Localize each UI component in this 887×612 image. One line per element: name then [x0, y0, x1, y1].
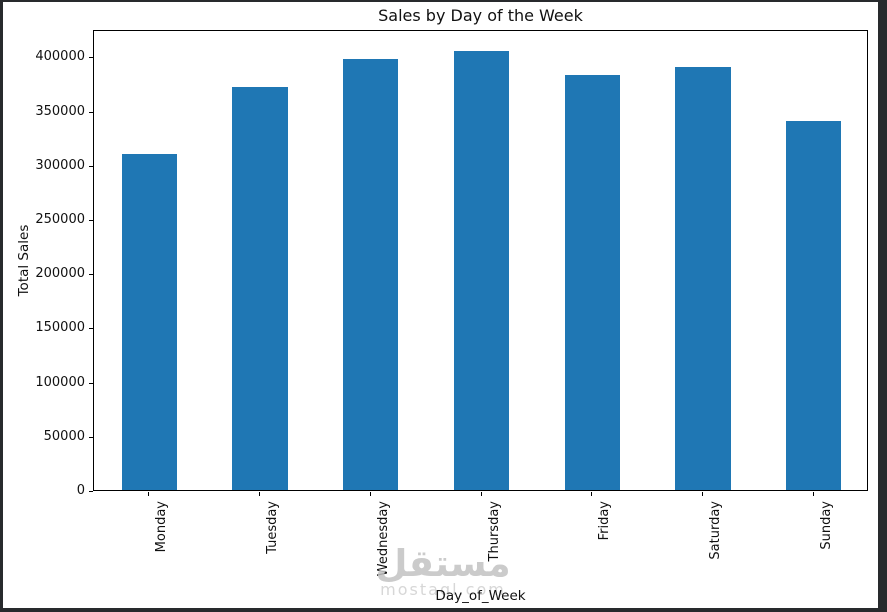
y-tick-label: 150000: [35, 320, 85, 336]
x-tick-mark: [369, 492, 371, 496]
figure-canvas: Sales by Day of the Week Total Sales 0 50…: [3, 2, 878, 608]
y-tick-label: 50000: [43, 428, 85, 444]
y-tick-label: 100000: [35, 374, 85, 390]
x-tick-mark: [812, 492, 814, 496]
bar-thursday: [453, 50, 510, 490]
y-tick-mark: [89, 491, 93, 492]
watermark-arabic-logo: مستقل: [375, 542, 511, 585]
y-axis-label: Total Sales: [16, 224, 32, 297]
bar-wednesday: [343, 59, 399, 490]
bar-tuesday: [232, 86, 288, 490]
y-tick-mark: [89, 436, 93, 438]
chart-title: Sales by Day of the Week: [378, 6, 583, 25]
plot-area: [93, 30, 868, 491]
y-tick-label: 0: [76, 483, 85, 498]
x-tick-mark: [259, 492, 261, 496]
y-tick-label: 250000: [35, 211, 85, 227]
x-tick-mark: [148, 492, 150, 496]
y-tick-mark: [89, 111, 93, 113]
y-tick-mark: [89, 382, 93, 384]
y-tick-mark: [89, 219, 93, 221]
y-tick-mark: [89, 165, 93, 167]
y-tick-label: 400000: [35, 49, 85, 65]
y-tick-label: 200000: [35, 266, 85, 282]
x-tick-label-monday: Monday: [154, 501, 170, 553]
x-tick-label-thursday: Thursday: [486, 501, 502, 562]
x-tick-label-saturday: Saturday: [707, 501, 723, 560]
x-tick-label-friday: Friday: [597, 501, 613, 541]
y-tick-mark: [89, 274, 93, 276]
x-axis-label: Day_of_Week: [435, 588, 526, 604]
bar-saturday: [675, 67, 731, 490]
x-tick-label-wednesday: Wednesday: [375, 501, 391, 577]
y-tick-label: 300000: [35, 157, 85, 173]
x-tick-label-sunday: Sunday: [818, 501, 834, 550]
bar-monday: [121, 154, 178, 490]
bar-sunday: [785, 120, 842, 490]
x-tick-label-tuesday: Tuesday: [265, 501, 281, 554]
y-tick-mark: [89, 328, 93, 330]
x-tick-mark: [701, 492, 703, 496]
x-tick-mark: [480, 492, 482, 496]
bar-friday: [564, 74, 620, 490]
x-tick-mark: [591, 492, 593, 496]
y-tick-label: 350000: [35, 103, 85, 119]
y-tick-mark: [89, 57, 93, 59]
